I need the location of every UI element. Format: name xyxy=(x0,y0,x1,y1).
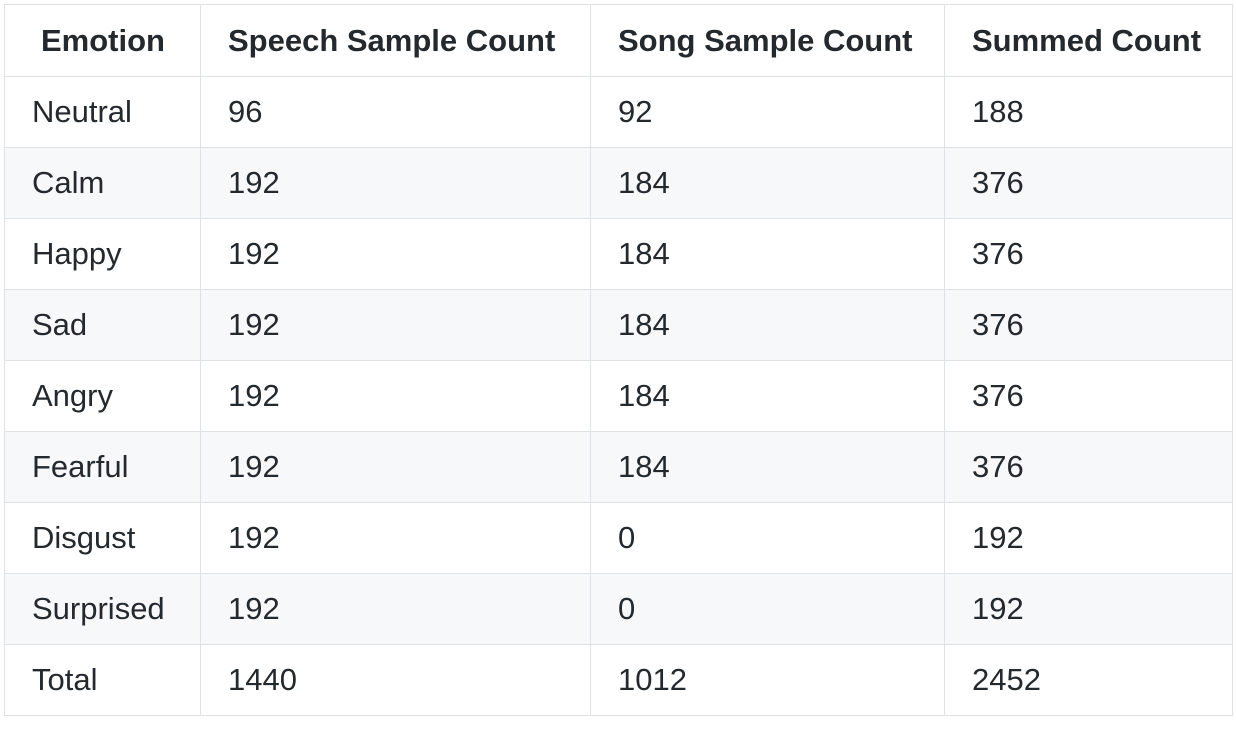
emotion-cell: Angry xyxy=(4,360,201,432)
summed-count-cell: 192 xyxy=(944,502,1233,574)
summed-count-cell: 188 xyxy=(944,76,1233,148)
summed-count-cell: 192 xyxy=(944,573,1233,645)
header-speech-sample-count: Speech Sample Count xyxy=(200,4,591,77)
summed-count-cell: 376 xyxy=(944,289,1233,361)
summed-count-cell: 376 xyxy=(944,360,1233,432)
emotion-cell: Surprised xyxy=(4,573,201,645)
emotion-sample-table: Emotion Speech Sample Count Song Sample … xyxy=(4,4,1233,716)
song-count-cell: 1012 xyxy=(590,644,945,716)
speech-count-cell: 192 xyxy=(200,573,591,645)
speech-count-cell: 192 xyxy=(200,431,591,503)
speech-count-cell: 192 xyxy=(200,147,591,219)
table-row: Fearful 192 184 376 xyxy=(4,431,1233,503)
summed-count-cell: 376 xyxy=(944,431,1233,503)
song-count-cell: 184 xyxy=(590,289,945,361)
table-row: Happy 192 184 376 xyxy=(4,218,1233,290)
song-count-cell: 92 xyxy=(590,76,945,148)
speech-count-cell: 192 xyxy=(200,360,591,432)
song-count-cell: 184 xyxy=(590,218,945,290)
emotion-cell: Fearful xyxy=(4,431,201,503)
table-row-total: Total 1440 1012 2452 xyxy=(4,644,1233,716)
song-count-cell: 184 xyxy=(590,147,945,219)
emotion-sample-table-container: Emotion Speech Sample Count Song Sample … xyxy=(4,4,1233,716)
header-row: Emotion Speech Sample Count Song Sample … xyxy=(4,4,1233,77)
table-body: Neutral 96 92 188 Calm 192 184 376 Happy… xyxy=(4,76,1233,716)
table-row: Disgust 192 0 192 xyxy=(4,502,1233,574)
header-summed-count: Summed Count xyxy=(944,4,1233,77)
emotion-cell: Total xyxy=(4,644,201,716)
header-song-sample-count: Song Sample Count xyxy=(590,4,945,77)
emotion-cell: Sad xyxy=(4,289,201,361)
emotion-cell: Happy xyxy=(4,218,201,290)
emotion-cell: Calm xyxy=(4,147,201,219)
speech-count-cell: 192 xyxy=(200,502,591,574)
table-row: Angry 192 184 376 xyxy=(4,360,1233,432)
speech-count-cell: 192 xyxy=(200,289,591,361)
speech-count-cell: 1440 xyxy=(200,644,591,716)
table-header: Emotion Speech Sample Count Song Sample … xyxy=(4,4,1233,77)
table-row: Calm 192 184 376 xyxy=(4,147,1233,219)
header-emotion: Emotion xyxy=(4,4,201,77)
summed-count-cell: 2452 xyxy=(944,644,1233,716)
summed-count-cell: 376 xyxy=(944,147,1233,219)
song-count-cell: 0 xyxy=(590,573,945,645)
table-row: Neutral 96 92 188 xyxy=(4,76,1233,148)
song-count-cell: 184 xyxy=(590,431,945,503)
speech-count-cell: 192 xyxy=(200,218,591,290)
emotion-cell: Disgust xyxy=(4,502,201,574)
table-row: Sad 192 184 376 xyxy=(4,289,1233,361)
emotion-cell: Neutral xyxy=(4,76,201,148)
summed-count-cell: 376 xyxy=(944,218,1233,290)
song-count-cell: 0 xyxy=(590,502,945,574)
song-count-cell: 184 xyxy=(590,360,945,432)
speech-count-cell: 96 xyxy=(200,76,591,148)
table-row: Surprised 192 0 192 xyxy=(4,573,1233,645)
